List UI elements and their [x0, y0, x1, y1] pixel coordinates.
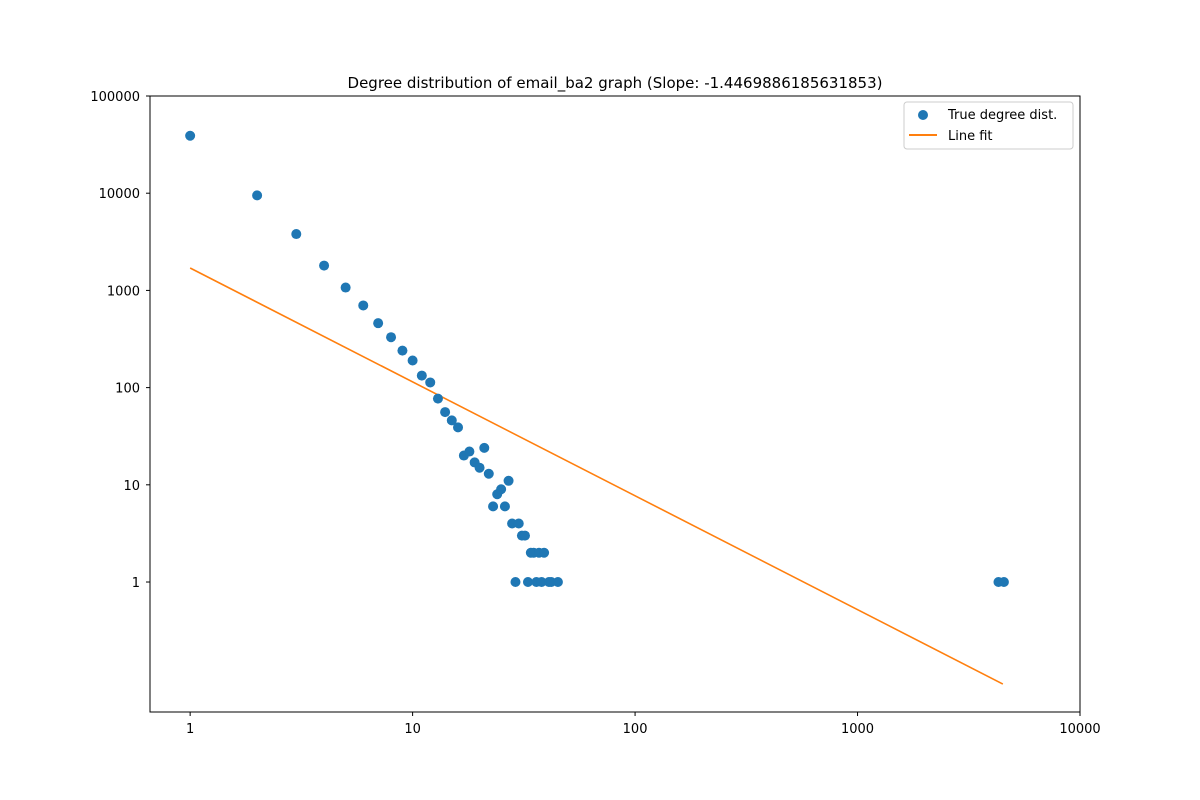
- legend-marker-scatter: [918, 110, 928, 120]
- degree-data-point: [416, 370, 427, 381]
- degree-data-point: [496, 484, 507, 495]
- degree-data-point: [499, 501, 510, 512]
- degree-data-point: [446, 415, 457, 426]
- degree-data-point: [552, 577, 563, 588]
- degree-data-point: [291, 229, 302, 240]
- y-tick-label: 10: [123, 479, 140, 494]
- degree-data-point: [519, 530, 530, 541]
- y-tick-label: 1: [132, 576, 140, 591]
- legend: True degree dist. Line fit: [903, 101, 1074, 150]
- y-tick-label: 1000: [107, 284, 140, 299]
- degree-data-point: [432, 393, 443, 404]
- degree-data-point: [425, 377, 436, 388]
- x-tick-label: 10: [404, 722, 421, 737]
- degree-data-point: [440, 407, 451, 418]
- degree-data-point: [483, 468, 494, 479]
- degree-data-point: [479, 442, 490, 453]
- plot-area-frame: [149, 95, 1081, 713]
- degree-data-point: [358, 300, 369, 311]
- legend-label-true-degree: True degree dist.: [947, 108, 1057, 123]
- degree-data-point: [998, 577, 1009, 588]
- degree-data-point: [474, 462, 485, 473]
- degree-data-point: [539, 547, 550, 558]
- degree-data-point: [464, 446, 475, 457]
- y-tick-label: 100000: [90, 90, 140, 105]
- degree-data-point: [522, 577, 533, 588]
- degree-data-point: [407, 355, 418, 366]
- x-axis: 1 10 100 1000 10000: [186, 712, 1101, 737]
- y-tick-label: 100: [115, 382, 140, 397]
- line-fit-series: [189, 267, 1004, 685]
- degree-data-point: [536, 577, 547, 588]
- degree-data-point: [513, 518, 524, 529]
- degree-data-point: [453, 422, 464, 433]
- x-tick-label: 100: [623, 722, 648, 737]
- degree-data-point: [319, 260, 330, 271]
- degree-data-point: [488, 501, 499, 512]
- degree-data-point: [510, 577, 521, 588]
- degree-data-point: [503, 475, 514, 486]
- chart-title: Degree distribution of email_ba2 graph (…: [348, 74, 883, 93]
- x-tick-label: 1: [186, 722, 194, 737]
- line-layer: [189, 267, 1004, 685]
- x-tick-label: 1000: [841, 722, 874, 737]
- legend-label-line-fit: Line fit: [948, 129, 993, 144]
- degree-data-point: [397, 345, 408, 356]
- legend-box: [903, 101, 1074, 150]
- degree-data-point: [252, 190, 263, 201]
- degree-data-point: [386, 332, 397, 343]
- degree-data-point: [373, 318, 384, 329]
- y-tick-label: 10000: [99, 187, 140, 202]
- y-axis: 1 10 100 1000 10000 100000: [90, 90, 150, 591]
- scatter-layer: [185, 130, 1009, 588]
- degree-data-point: [185, 130, 196, 141]
- x-tick-label: 10000: [1059, 722, 1100, 737]
- degree-data-point: [340, 282, 351, 293]
